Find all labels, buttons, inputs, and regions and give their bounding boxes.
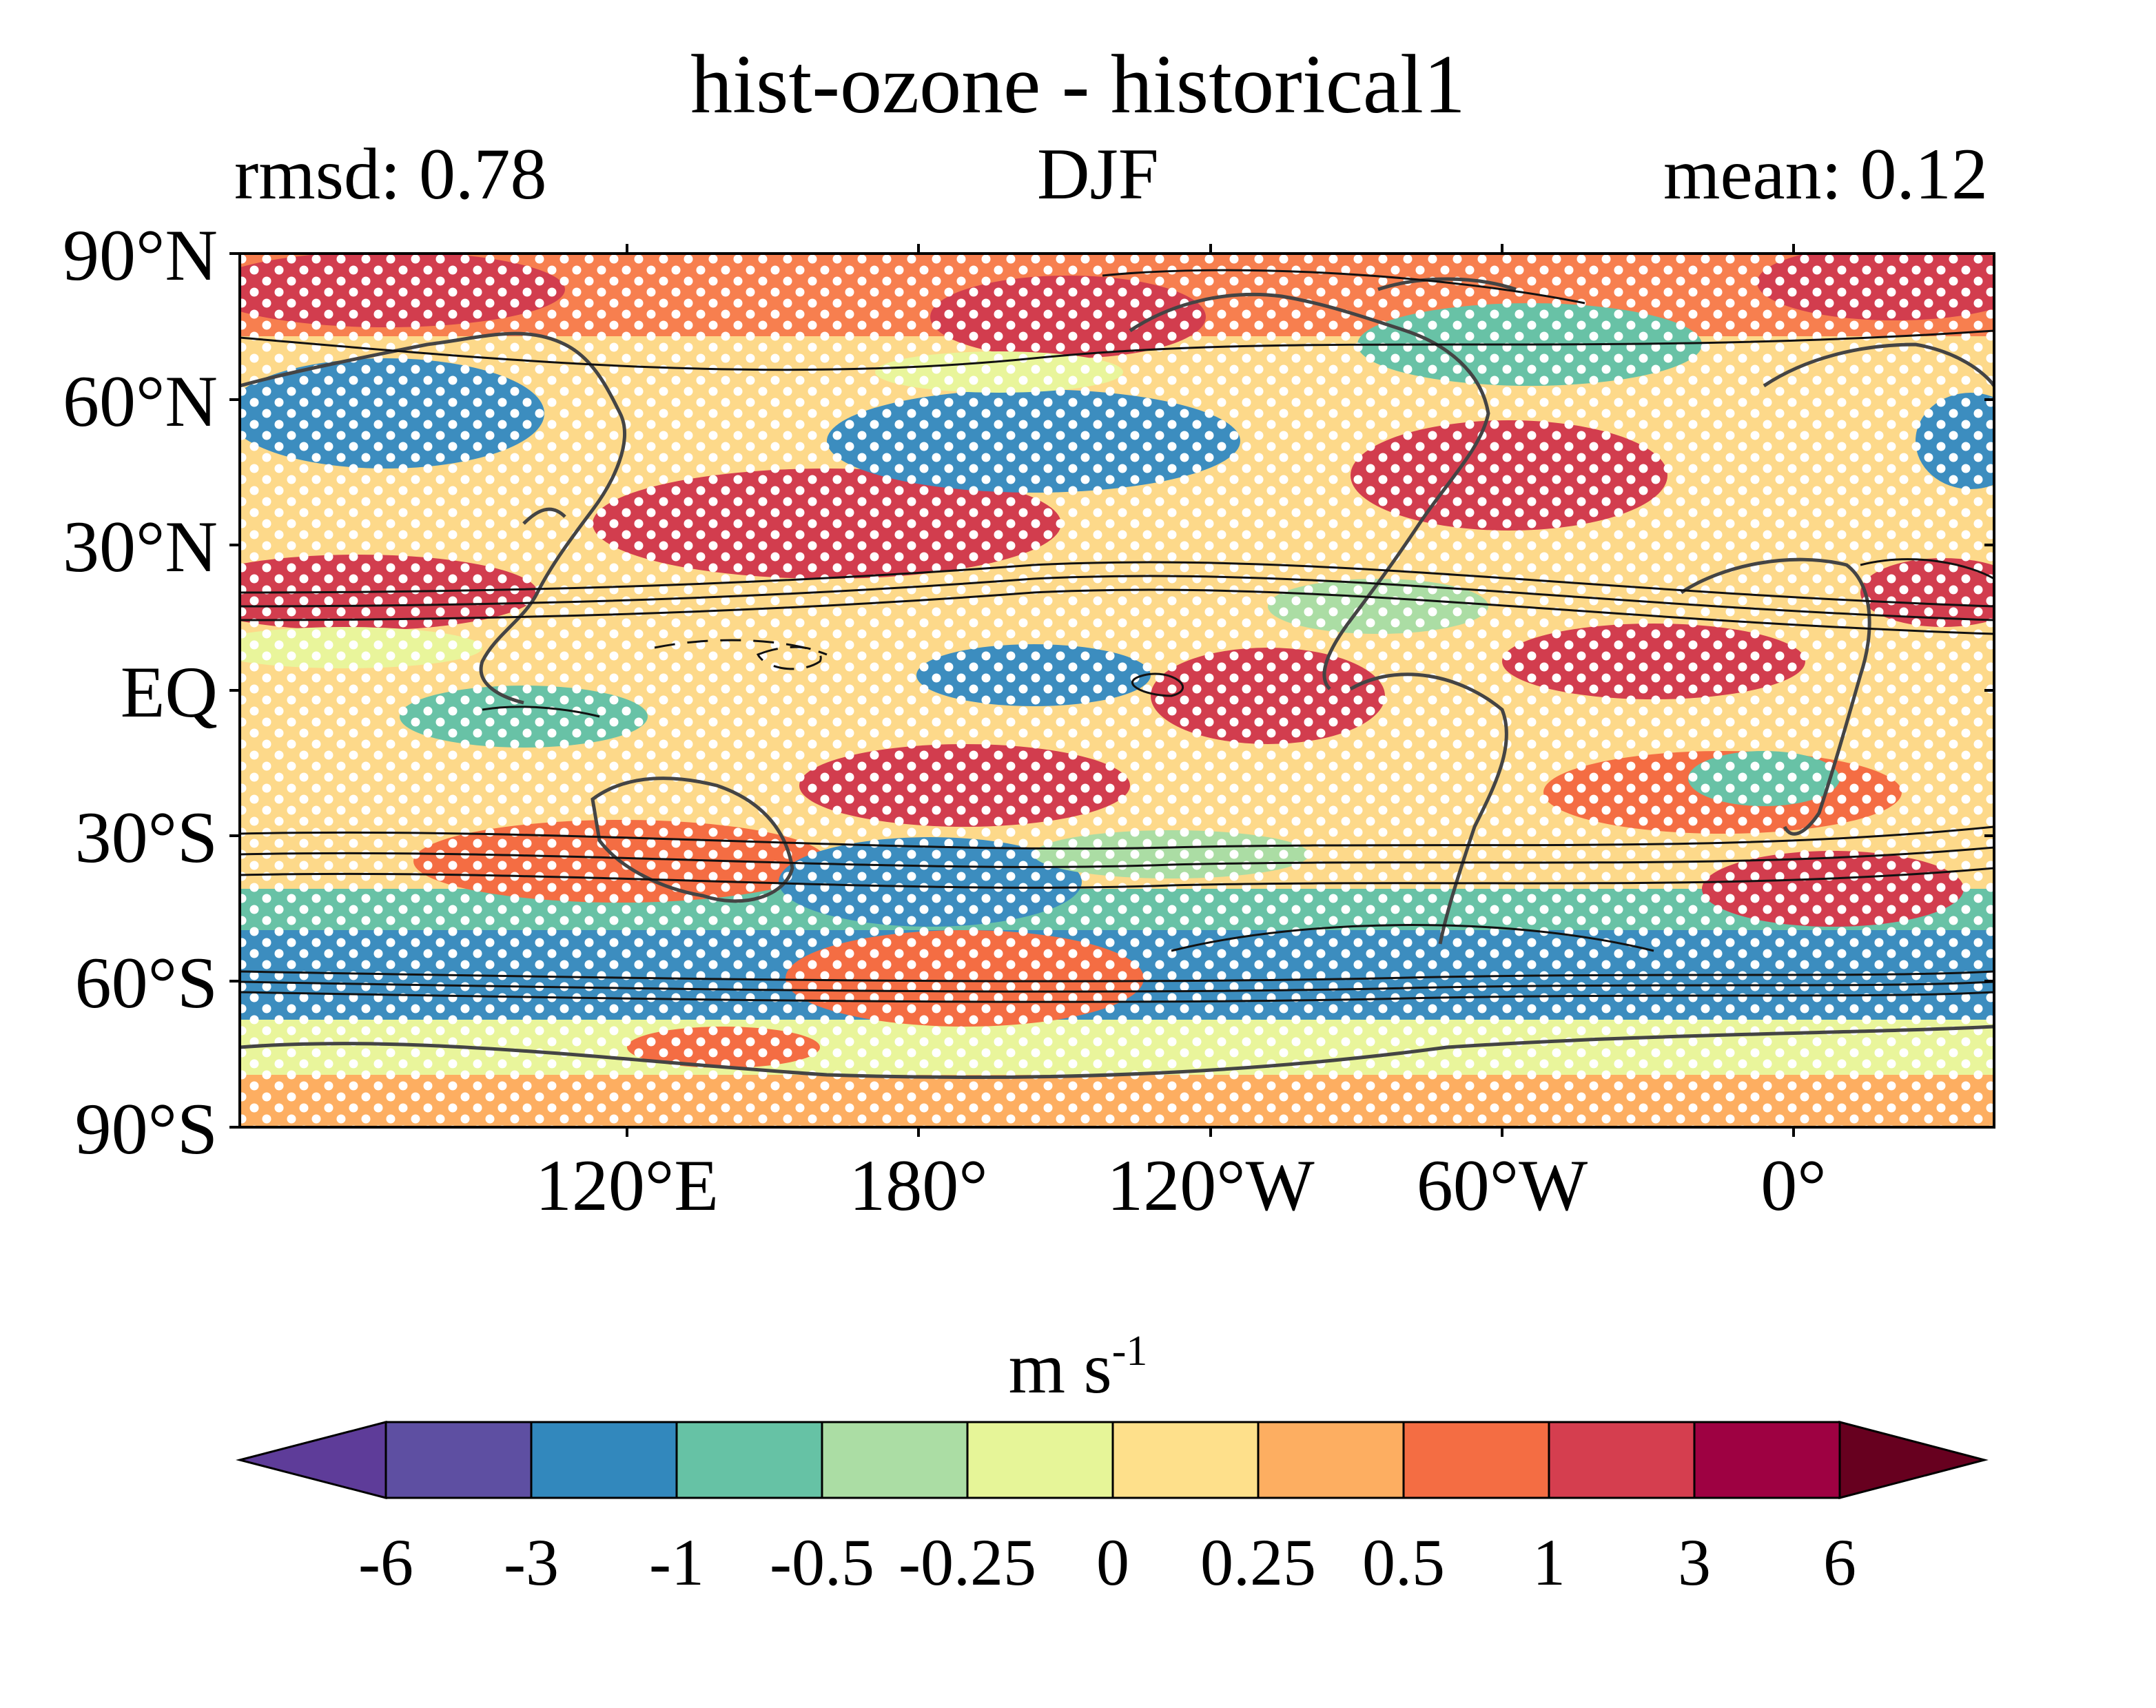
colorbar-tick: -3 [504,1525,559,1599]
colorbar-units: m s-1 [0,1330,2156,1405]
colorbar-extend-low [236,1421,387,1499]
colorbar-tick: 0 [1096,1525,1129,1599]
lon-label-0: 0° [1760,1145,1827,1226]
map-field [240,254,1994,1127]
lat-label-30n: 30°N [63,506,218,587]
colorbar-tick: -6 [358,1525,413,1599]
colorbar-tick: -0.5 [770,1525,874,1599]
lon-label-120e: 120°E [535,1145,719,1226]
colorbar [236,1421,1989,1499]
colorbar-extend-high [1838,1421,1989,1499]
lat-label-30s: 30°S [74,797,218,878]
colorbar-tick: -0.25 [899,1525,1036,1599]
lat-label-60n: 60°N [63,361,218,442]
map-title: hist-ozone - historical1 [690,38,1466,131]
lon-label-180: 180° [849,1145,988,1226]
map-ticks [229,244,1994,1137]
season-label: DJF [1037,134,1159,214]
colorbar-tick: -1 [649,1525,704,1599]
rmsd-label: rmsd: 0.78 [234,134,547,214]
mean-label: mean: 0.12 [1663,134,1988,214]
lat-label-90s: 90°S [74,1089,218,1169]
lat-label-eq: EQ [120,652,218,732]
lat-label-90n: 90°N [63,215,218,296]
colorbar-tick: 3 [1678,1525,1711,1599]
climatology-contours [240,269,1994,1003]
colorbar-tick: 1 [1532,1525,1565,1599]
units-exponent: -1 [1111,1328,1148,1375]
lat-label-60s: 60°S [74,943,218,1023]
lon-label-120w: 120°W [1107,1145,1315,1226]
colorbar-tick: 0.5 [1362,1525,1445,1599]
lon-label-60w: 60°W [1416,1145,1588,1226]
coastlines [240,277,1994,1080]
colorbar-tick: 0.25 [1200,1525,1316,1599]
units-base: m s [1008,1328,1112,1408]
colorbar-tick: 6 [1823,1525,1856,1599]
